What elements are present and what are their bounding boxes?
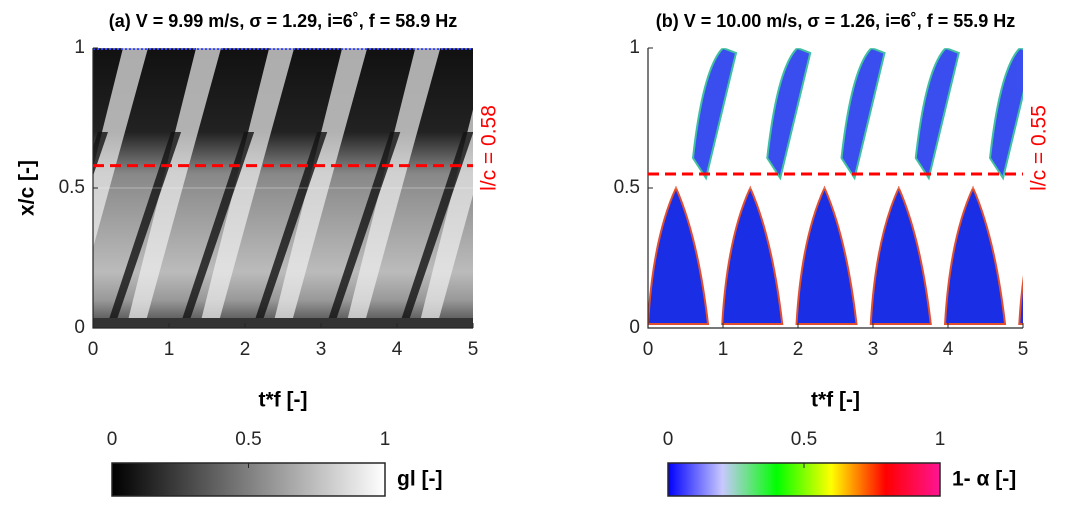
reference-label: l/c = 0.58 [478, 105, 501, 191]
image-streak [252, 132, 328, 328]
x-tick-label: 0 [88, 339, 99, 360]
colorbar [111, 462, 386, 497]
image-blob [1018, 275, 1023, 325]
colorbar-tick-label: 1 [380, 429, 391, 450]
colorbar-tick-label: 0.5 [235, 429, 261, 450]
image-blob [766, 48, 812, 181]
x-tick-label: 1 [164, 339, 175, 360]
image-streak [199, 48, 295, 328]
chart-title: (b) V = 10.00 m/s, σ = 1.26, i=6˚, f = 5… [656, 11, 1016, 31]
x-tick-label: 3 [868, 339, 879, 360]
x-tick-label: 1 [718, 339, 729, 360]
reference-label: l/c = 0.55 [1028, 105, 1051, 191]
image-blob [691, 48, 738, 181]
colorbar-tick-label: 0 [663, 429, 674, 450]
image-streak [272, 48, 368, 328]
x-tick-label: 2 [240, 339, 251, 360]
image-band [93, 318, 473, 328]
field-image [648, 48, 1081, 328]
x-tick-label: 4 [392, 339, 403, 360]
axis-line [647, 48, 1023, 329]
image-blob [914, 48, 960, 181]
image-streak [398, 132, 473, 328]
x-tick-label: 2 [793, 339, 804, 360]
image-blob [1064, 48, 1081, 178]
image-blob [721, 185, 784, 325]
x-tick-label: 5 [468, 339, 479, 360]
colorbar-tick-label: 0 [107, 429, 118, 450]
x-tick-label: 0 [643, 339, 654, 360]
axis-line [92, 48, 473, 329]
colorbar-tick-label: 1 [935, 429, 946, 450]
x-axis-label: t*f [-] [259, 389, 308, 412]
image-streak [491, 48, 586, 328]
x-axis-label: t*f [-] [811, 389, 860, 412]
image-blob [869, 185, 932, 325]
image-streak [106, 132, 182, 328]
colorbar-tick-label: 0.5 [791, 429, 817, 450]
y-tick-label: 0 [74, 317, 85, 338]
image-blob [795, 185, 858, 325]
image-streak [93, 48, 148, 248]
colorbar-label: gl [-] [397, 468, 442, 491]
colorbar [667, 462, 941, 497]
x-tick-label: 3 [316, 339, 327, 360]
y-tick-label: 0.5 [614, 177, 640, 198]
x-tick-label: 4 [943, 339, 954, 360]
image-blob [943, 185, 1007, 325]
image-blob [988, 48, 1023, 181]
y-tick-label: 1 [629, 37, 640, 58]
image-streak [325, 132, 401, 328]
image-streak [345, 48, 441, 328]
image-streak [126, 48, 222, 328]
y-tick-label: 1 [74, 37, 85, 58]
chart-title: (a) V = 9.99 m/s, σ = 1.29, i=6˚, f = 58… [109, 11, 458, 31]
y-tick-label: 0.5 [59, 177, 85, 198]
y-axis-label: x/c [-] [16, 160, 39, 216]
image-streak [179, 132, 255, 328]
colorbar-label: 1- α [-] [952, 468, 1016, 491]
x-tick-label: 5 [1018, 339, 1029, 360]
image-blob [648, 185, 710, 325]
y-tick-label: 0 [629, 317, 640, 338]
image-blob [840, 48, 886, 181]
